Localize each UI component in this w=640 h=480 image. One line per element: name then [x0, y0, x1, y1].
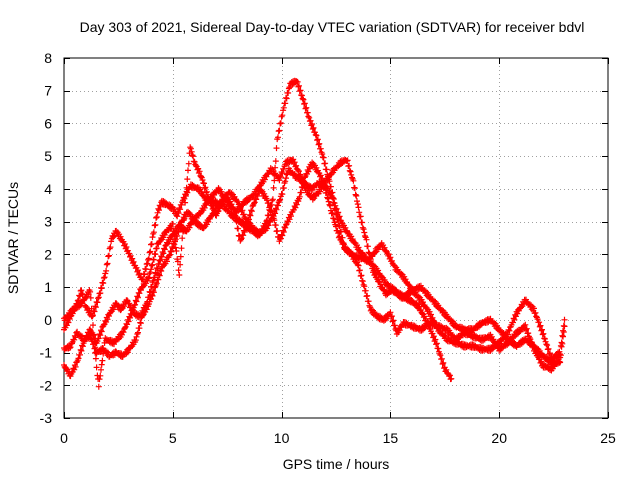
y-tick-label: 1	[44, 279, 52, 295]
x-tick-label: 10	[274, 430, 290, 446]
series-markers-track-d	[61, 144, 568, 390]
y-tick-label: 6	[44, 115, 52, 131]
x-tick-label: 0	[60, 430, 68, 446]
y-tick-label: 4	[44, 181, 52, 197]
x-axis-label: GPS time / hours	[283, 456, 390, 472]
axis-ticks: 0 5 10 15 20 25 -3 -2 -1 0 1 2 3 4 5 6 7 8	[40, 50, 616, 446]
chart-title: Day 303 of 2021, Sidereal Day-to-day VTE…	[80, 19, 585, 35]
y-tick-label: 5	[44, 148, 52, 164]
y-tick-label: -2	[40, 377, 53, 393]
y-tick-label: -3	[40, 410, 53, 426]
x-tick-label: 5	[169, 430, 177, 446]
x-tick-label: 25	[600, 430, 616, 446]
y-tick-label: 0	[44, 312, 52, 328]
y-tick-label: 3	[44, 214, 52, 230]
data-points	[61, 77, 568, 390]
y-tick-label: -1	[40, 345, 53, 361]
y-tick-label: 8	[44, 50, 52, 66]
x-tick-label: 20	[491, 430, 507, 446]
y-axis-label: SDTVAR / TECUs	[5, 182, 21, 294]
y-tick-label: 2	[44, 246, 52, 262]
x-tick-label: 15	[383, 430, 399, 446]
plot-frame	[63, 57, 609, 419]
y-tick-label: 7	[44, 83, 52, 99]
series-track-d	[61, 144, 568, 390]
